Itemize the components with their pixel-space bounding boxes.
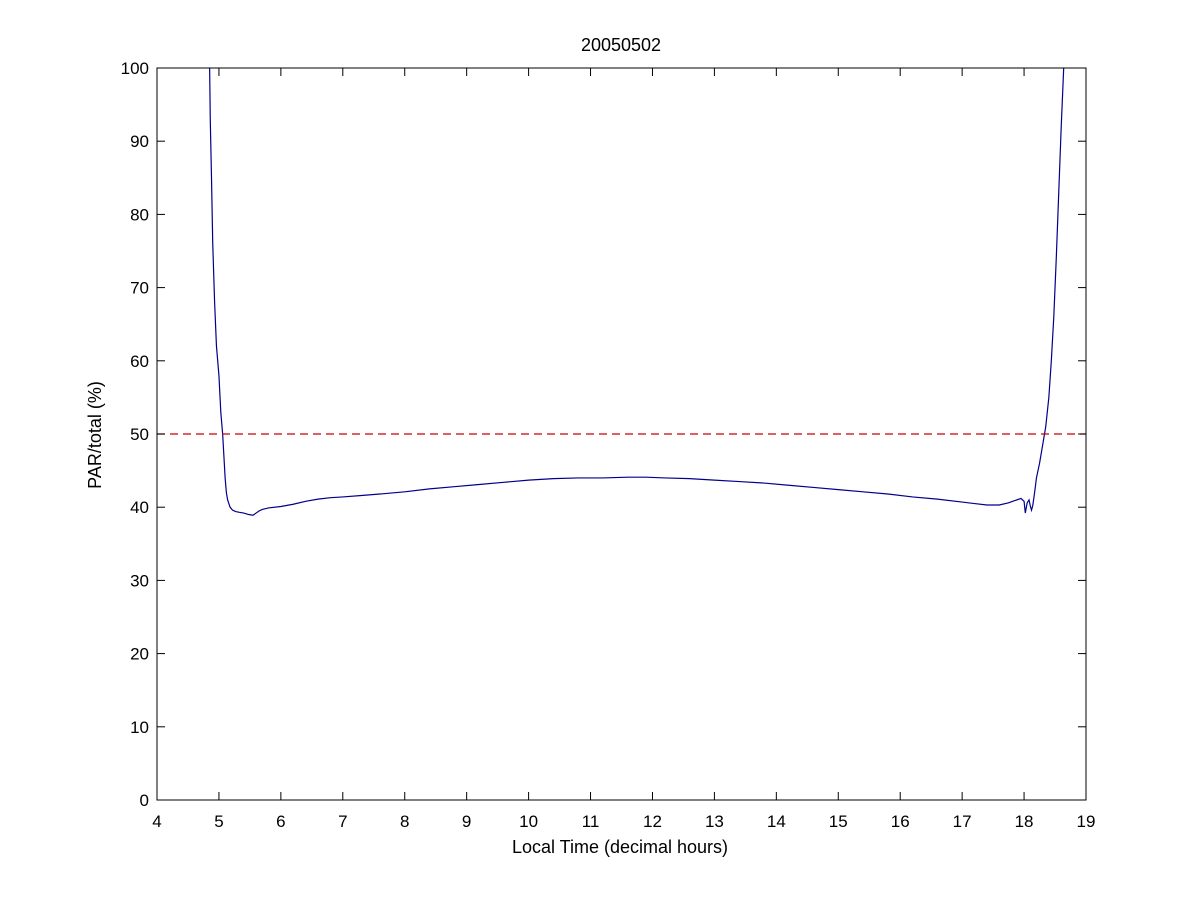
x-axis-label: Local Time (decimal hours): [512, 837, 728, 857]
y-tick-label: 50: [130, 425, 149, 444]
x-tick-label: 16: [891, 812, 910, 831]
y-axis: 0 10 20 30 40 50 60 70 80 90 100: [121, 59, 1086, 810]
y-tick-label: 10: [130, 718, 149, 737]
x-tick-label: 6: [276, 812, 285, 831]
y-tick-label: 20: [130, 645, 149, 664]
series-line: [209, 68, 1065, 516]
plot-area: [157, 68, 1086, 516]
y-tick-label: 60: [130, 352, 149, 371]
y-tick-label: 70: [130, 279, 149, 298]
x-tick-label: 8: [400, 812, 409, 831]
x-tick-label: 13: [705, 812, 724, 831]
chart-title: 20050502: [581, 35, 661, 55]
x-tick-label: 14: [767, 812, 786, 831]
axes-box: [156, 67, 1087, 801]
x-tick-label: 10: [519, 812, 538, 831]
y-axis-label: PAR/total (%): [85, 381, 105, 489]
y-tick-label: 80: [130, 205, 149, 224]
x-tick-label: 7: [338, 812, 347, 831]
x-tick-label: 15: [829, 812, 848, 831]
y-tick-label: 40: [130, 498, 149, 517]
x-tick-label: 5: [214, 812, 223, 831]
x-tick-label: 11: [582, 812, 600, 831]
y-tick-label: 100: [121, 59, 149, 78]
y-tick-label: 0: [140, 791, 149, 810]
y-tick-label: 90: [130, 132, 149, 151]
x-tick-label: 18: [1015, 812, 1034, 831]
x-tick-label: 12: [643, 812, 662, 831]
x-tick-label: 9: [462, 812, 471, 831]
x-tick-label: 19: [1077, 812, 1096, 831]
x-tick-label: 4: [152, 812, 161, 831]
x-tick-label: 17: [953, 812, 972, 831]
x-axis: 4 5 6 7 8 9 10 11 12 13 14 15 16 17 18 19: [152, 68, 1095, 831]
y-tick-label: 30: [130, 571, 149, 590]
